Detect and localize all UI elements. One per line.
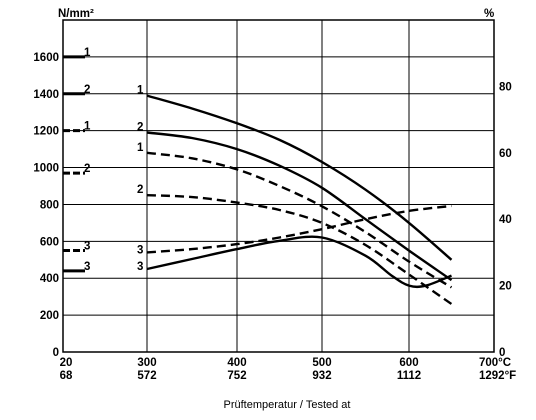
y-left-tick-label: 1000 (33, 163, 59, 175)
room-temp-markers: 1 2 1 2 3 3 (63, 47, 91, 273)
series-line-solid-3 (146, 235, 452, 289)
y-left-tick-label: 600 (40, 236, 59, 248)
x-tick-label-celsius: 400 (227, 357, 246, 369)
x-tick-label-celsius: 700°C (479, 357, 511, 369)
x-tick-label-fahrenheit: 932 (312, 370, 331, 382)
series-label: 3 (137, 244, 143, 256)
series-line-dashed-1 (146, 151, 453, 289)
series-label: 1 (137, 85, 144, 97)
y-left-tick-label: 1200 (33, 126, 59, 138)
room-temp-marker-label: 3 (84, 261, 90, 273)
x-tick-label-fahrenheit: 1292°F (479, 370, 516, 382)
y-left-tick-label: 800 (40, 199, 59, 211)
series-line-solid-1 (146, 94, 453, 261)
x-tick-label-fahrenheit: 572 (137, 370, 156, 382)
grid (62, 20, 495, 353)
y-right-unit: % (484, 8, 494, 20)
series-line-dashed-3 (146, 204, 452, 254)
room-temp-marker-label: 2 (84, 163, 90, 175)
room-temp-marker-label: 1 (84, 121, 91, 133)
x-tick-label-fahrenheit: 1112 (397, 370, 421, 382)
room-temp-marker-label: 3 (84, 241, 90, 253)
x-tick-label-celsius: 500 (312, 357, 331, 369)
series-line-dashed-2 (146, 194, 453, 305)
x-tick-label-celsius: 20 (60, 357, 73, 369)
y-left-unit: N/mm² (58, 8, 94, 20)
room-temp-marker-label: 1 (84, 47, 91, 59)
series-layer: 1 2 1 2 3 3 (137, 85, 453, 305)
y-left-tick-label: 0 (53, 347, 59, 359)
y-right-tick-label: 80 (499, 81, 512, 93)
tick-labels: 0200400600800100012001400160002040608020… (33, 52, 516, 382)
series-line-solid-2 (146, 131, 453, 282)
series-label: 3 (137, 261, 143, 273)
x-tick-label-celsius: 300 (137, 357, 156, 369)
series-label: 2 (137, 184, 143, 196)
room-temp-marker-label: 2 (84, 84, 90, 96)
y-right-tick-label: 20 (499, 281, 512, 293)
y-left-tick-label: 400 (40, 273, 59, 285)
series-label: 2 (137, 122, 143, 134)
y-left-tick-label: 1400 (33, 89, 59, 101)
series-label: 1 (137, 142, 144, 154)
y-right-tick-label: 0 (499, 347, 505, 359)
x-tick-label-celsius: 600 (399, 357, 418, 369)
y-left-tick-label: 200 (40, 310, 59, 322)
x-axis-title: Prüftemperatur / Tested at (224, 399, 351, 411)
y-right-tick-label: 60 (499, 148, 512, 160)
y-left-tick-label: 1600 (33, 52, 59, 64)
x-tick-label-fahrenheit: 752 (227, 370, 246, 382)
plot-frame (62, 19, 495, 353)
y-right-tick-label: 40 (499, 214, 512, 226)
x-tick-label-fahrenheit: 68 (60, 370, 73, 382)
